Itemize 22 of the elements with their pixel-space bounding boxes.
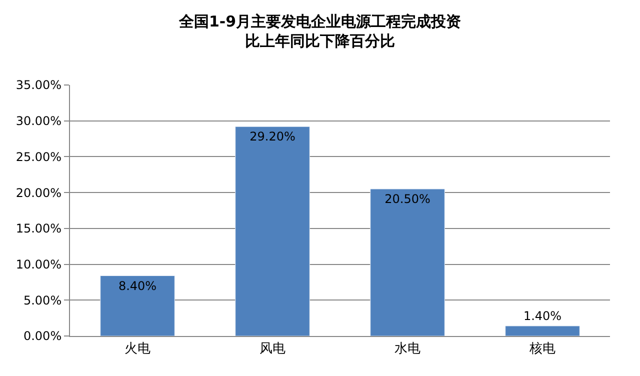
chart-title: 全国1-9月主要发电企业电源工程完成投资 [178,12,462,30]
y-tick-label: 0.00% [23,329,62,344]
x-tick-label: 火电 [124,342,150,357]
data-label: 1.40% [523,308,562,323]
y-tick-label: 30.00% [16,114,62,128]
bar [100,276,175,336]
x-tick-label: 水电 [394,342,420,357]
bar [235,126,310,336]
data-label: 8.40% [118,278,157,293]
data-label: 20.50% [384,192,430,206]
chart-subtitle: 比上年同比下降百分比 [245,32,395,50]
bar [505,326,580,336]
y-tick-label: 15.00% [16,222,62,236]
y-tick-label: 35.00% [16,78,62,92]
y-tick-label: 20.00% [16,186,62,200]
y-tick-label: 25.00% [16,150,62,164]
data-label: 29.20% [250,130,296,144]
x-tick-label: 核电 [528,342,556,357]
bar [370,188,445,336]
y-tick-label: 5.00% [23,293,62,308]
y-tick-label: 10.00% [16,257,62,272]
x-tick-label: 风电 [260,342,286,357]
